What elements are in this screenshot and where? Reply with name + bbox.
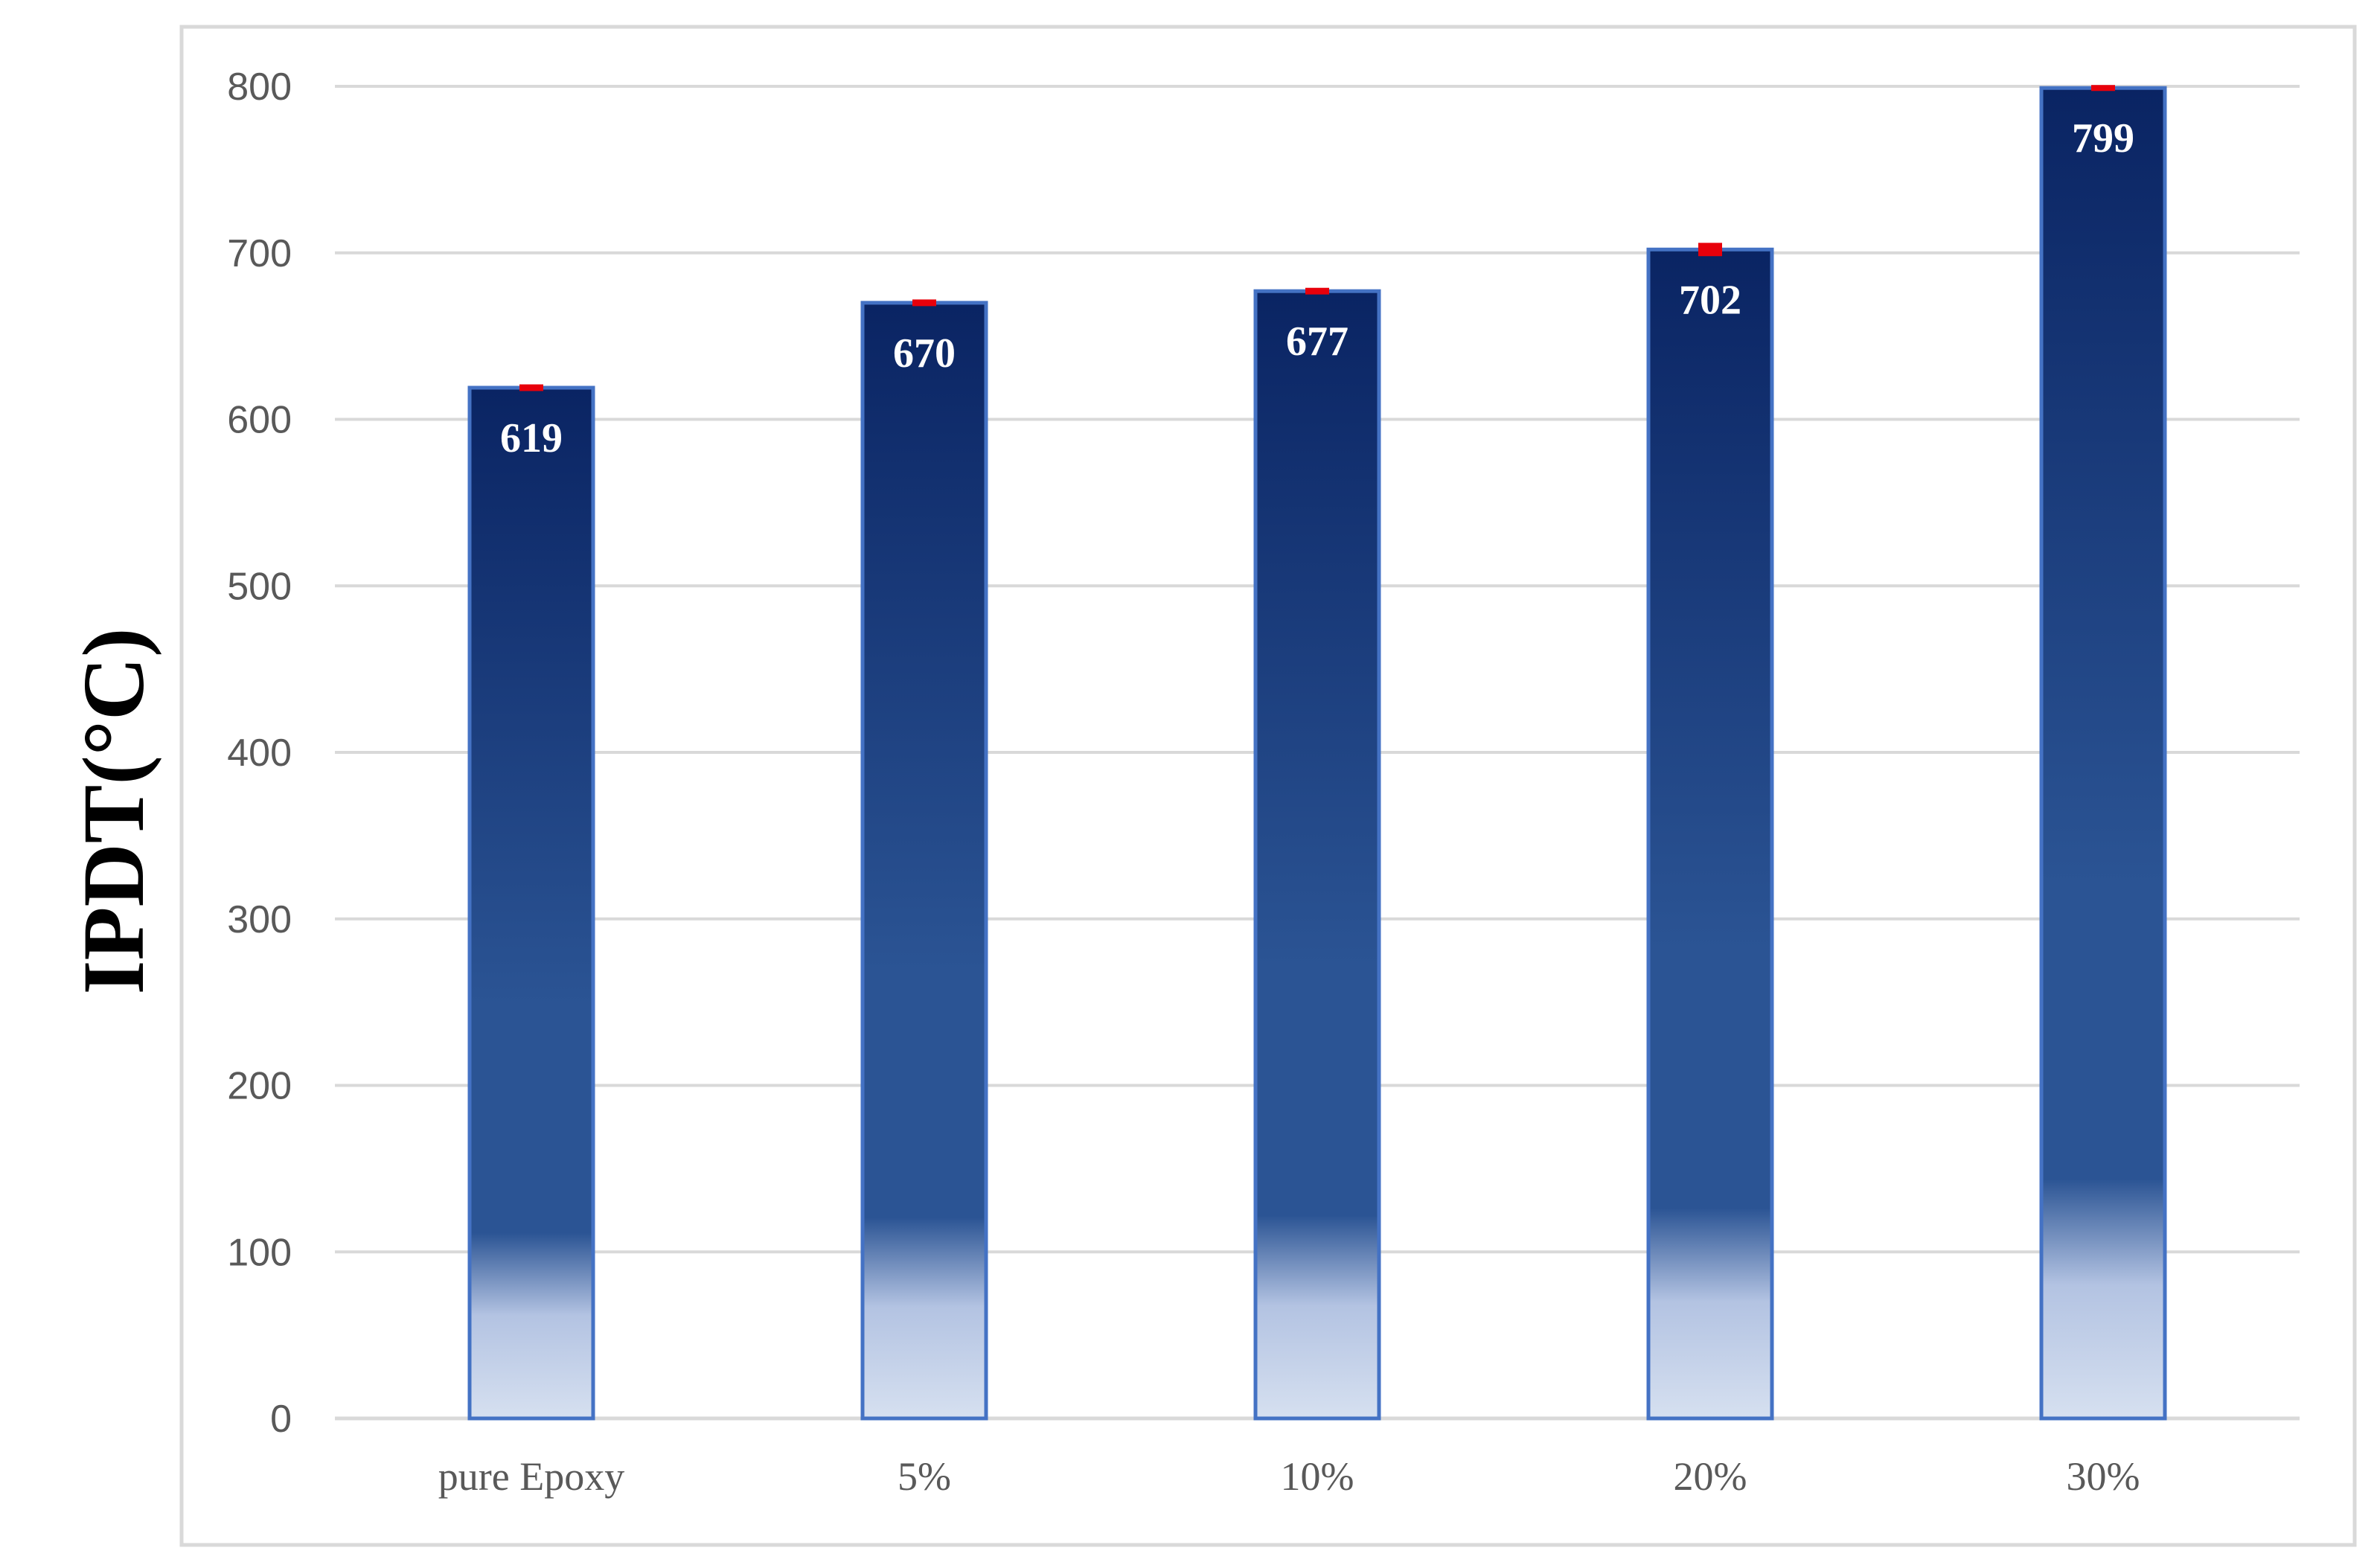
x-tick-label: 5% bbox=[898, 1454, 951, 1499]
bar bbox=[860, 301, 988, 1421]
error-bars bbox=[519, 85, 2115, 391]
x-tick-label: 20% bbox=[1674, 1454, 1747, 1499]
bar-data-label: 670 bbox=[893, 330, 956, 377]
y-tick-label: 200 bbox=[227, 1065, 292, 1108]
x-tick-label: pure Epoxy bbox=[438, 1454, 624, 1499]
bar bbox=[2039, 86, 2167, 1421]
chart-frame bbox=[179, 25, 2357, 1547]
y-axis-ticks: 0 100 200 300 400 500 600 700 800 bbox=[227, 65, 292, 1441]
data-labels: 619 670 677 702 799 bbox=[500, 115, 2134, 461]
error-bar bbox=[519, 384, 543, 391]
y-tick-label: 0 bbox=[270, 1398, 292, 1441]
bar bbox=[467, 385, 595, 1421]
y-tick-label: 600 bbox=[227, 399, 292, 442]
error-bar bbox=[1305, 287, 1329, 295]
bar-data-label: 619 bbox=[500, 415, 563, 461]
bar bbox=[1646, 247, 1774, 1421]
y-axis-label: IPDT(°C) bbox=[65, 628, 162, 995]
y-tick-label: 100 bbox=[227, 1231, 292, 1274]
y-tick-label: 300 bbox=[227, 898, 292, 941]
gridlines bbox=[335, 85, 2300, 1421]
bar-data-label: 799 bbox=[2072, 115, 2134, 161]
x-axis-ticks: pure Epoxy 5% 10% 20% 30% bbox=[438, 1454, 2140, 1499]
y-tick-label: 800 bbox=[227, 65, 292, 109]
error-bar bbox=[1698, 243, 1722, 257]
bar-data-label: 677 bbox=[1286, 319, 1349, 365]
error-bar bbox=[2091, 85, 2115, 92]
x-tick-label: 10% bbox=[1281, 1454, 1354, 1499]
bars bbox=[467, 86, 2167, 1421]
error-bar bbox=[912, 299, 936, 307]
bar bbox=[1253, 289, 1381, 1421]
x-tick-label: 30% bbox=[2067, 1454, 2140, 1499]
y-tick-label: 700 bbox=[227, 232, 292, 275]
bar-data-label: 702 bbox=[1679, 277, 1741, 323]
y-tick-label: 400 bbox=[227, 732, 292, 775]
y-tick-label: 500 bbox=[227, 565, 292, 608]
